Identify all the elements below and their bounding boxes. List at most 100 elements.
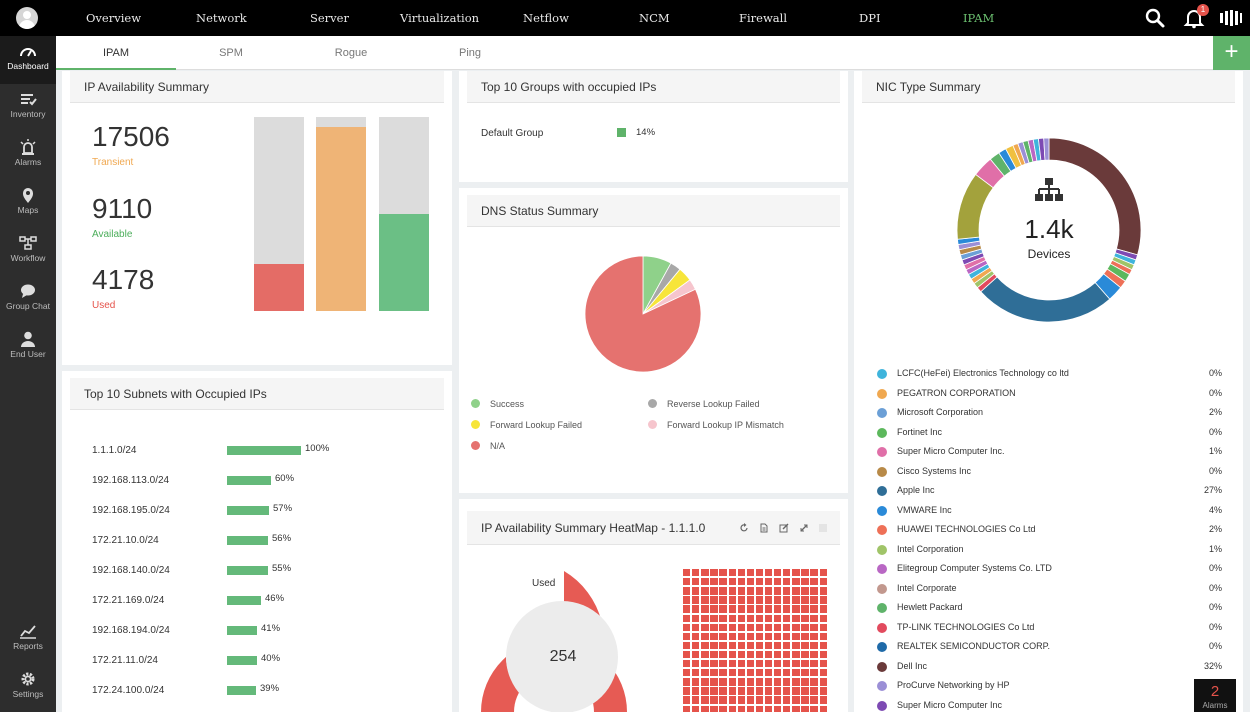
heatmap-cell[interactable] xyxy=(746,696,755,704)
heatmap-cell[interactable] xyxy=(819,678,827,686)
heatmap-cell[interactable] xyxy=(692,696,700,704)
subnet-row[interactable]: 192.168.195.0/24 57% xyxy=(62,499,442,529)
heatmap-cell[interactable] xyxy=(801,578,809,586)
heatmap-cell[interactable] xyxy=(801,650,809,659)
heatmap-cell[interactable] xyxy=(737,650,745,659)
heatmap-cell[interactable] xyxy=(774,614,782,622)
heatmap-cell[interactable] xyxy=(755,678,764,686)
heatmap-cell[interactable] xyxy=(728,578,736,586)
nic-vendor-row[interactable]: ProCurve Networking by HP0% xyxy=(877,677,1222,696)
heatmap-cell[interactable] xyxy=(783,678,791,686)
heatmap-cell[interactable] xyxy=(810,696,818,704)
heatmap-cell[interactable] xyxy=(683,578,691,586)
alarms-counter-button[interactable]: 2 Alarms xyxy=(1194,679,1236,712)
heatmap-cell[interactable] xyxy=(774,660,782,668)
heatmap-cell[interactable] xyxy=(710,614,718,622)
heatmap-cell[interactable] xyxy=(737,569,745,577)
edit-icon[interactable] xyxy=(779,523,789,533)
heatmap-cell[interactable] xyxy=(792,696,800,704)
heatmap-cell[interactable] xyxy=(774,632,782,641)
nic-ring-segment[interactable] xyxy=(1043,137,1050,161)
heatmap-cell[interactable] xyxy=(737,578,745,586)
heatmap-cell[interactable] xyxy=(737,696,745,704)
heatmap-cell[interactable] xyxy=(783,587,791,595)
heatmap-cell[interactable] xyxy=(764,650,773,659)
heatmap-cell[interactable] xyxy=(792,569,800,577)
subnet-row[interactable]: 172.21.11.0/24 40% xyxy=(62,649,442,679)
heatmap-cell[interactable] xyxy=(819,632,827,641)
heatmap-cell[interactable] xyxy=(737,623,745,631)
heatmap-cell[interactable] xyxy=(701,669,709,677)
heatmap-cell[interactable] xyxy=(783,696,791,704)
heatmap-cell[interactable] xyxy=(728,614,736,622)
heatmap-cell[interactable] xyxy=(701,660,709,668)
heatmap-cell[interactable] xyxy=(801,596,809,604)
heatmap-cell[interactable] xyxy=(701,623,709,631)
document-icon[interactable] xyxy=(759,523,769,533)
heatmap-cell[interactable] xyxy=(783,705,791,712)
heatmap-cell[interactable] xyxy=(783,605,791,613)
heatmap-cell[interactable] xyxy=(792,623,800,631)
heatmap-cell[interactable] xyxy=(810,623,818,631)
heatmap-cell[interactable] xyxy=(737,605,745,613)
heatmap-cell[interactable] xyxy=(701,578,709,586)
heatmap-cell[interactable] xyxy=(764,687,773,695)
heatmap-cell[interactable] xyxy=(792,705,800,712)
heatmap-cell[interactable] xyxy=(764,632,773,641)
nic-vendor-row[interactable]: Fortinet Inc 0% xyxy=(877,424,1222,443)
nic-ring-segment[interactable] xyxy=(956,173,994,240)
heatmap-cell[interactable] xyxy=(737,641,745,650)
heatmap-cell[interactable] xyxy=(683,605,691,613)
sidebar-item-dashboard[interactable]: Dashboard xyxy=(0,36,56,84)
heatmap-cell[interactable] xyxy=(755,641,764,650)
heatmap-cell[interactable] xyxy=(819,687,827,695)
sidebar-item-alarms[interactable]: Alarms xyxy=(0,132,56,180)
heatmap-cell[interactable] xyxy=(801,641,809,650)
nic-vendor-row[interactable]: Apple Inc 27% xyxy=(877,482,1222,501)
heatmap-cell[interactable] xyxy=(701,614,709,622)
heatmap-cell[interactable] xyxy=(737,669,745,677)
heatmap-cell[interactable] xyxy=(819,660,827,668)
heatmap-cell[interactable] xyxy=(792,605,800,613)
nav-virtualization[interactable]: Virtualization xyxy=(400,11,480,25)
heatmap-cell[interactable] xyxy=(719,660,727,668)
nic-vendor-row[interactable]: REALTEK SEMICONDUCTOR CORP. 0% xyxy=(877,638,1222,657)
heatmap-cell[interactable] xyxy=(783,687,791,695)
nav-ncm[interactable]: NCM xyxy=(639,11,670,25)
heatmap-cell[interactable] xyxy=(746,623,755,631)
heatmap-cell[interactable] xyxy=(719,696,727,704)
heatmap-cell[interactable] xyxy=(810,587,818,595)
heatmap-cell[interactable] xyxy=(719,623,727,631)
heatmap-cell[interactable] xyxy=(764,587,773,595)
close-icon[interactable] xyxy=(818,523,828,533)
heatmap-cell[interactable] xyxy=(810,705,818,712)
nic-vendor-row[interactable]: LCFC(HeFei) Electronics Technology co lt… xyxy=(877,365,1222,384)
heatmap-cell[interactable] xyxy=(728,669,736,677)
heatmap-cell[interactable] xyxy=(683,632,691,641)
subnet-row[interactable]: 172.21.10.0/24 56% xyxy=(62,529,442,559)
nic-vendor-row[interactable]: TP-LINK TECHNOLOGIES Co Ltd 0% xyxy=(877,619,1222,638)
heatmap-cell[interactable] xyxy=(764,596,773,604)
heatmap-cell[interactable] xyxy=(774,696,782,704)
heatmap-cell[interactable] xyxy=(764,623,773,631)
heatmap-cell[interactable] xyxy=(719,687,727,695)
heatmap-cell[interactable] xyxy=(692,596,700,604)
heatmap-cell[interactable] xyxy=(683,678,691,686)
heatmap-cell[interactable] xyxy=(692,569,700,577)
heatmap-cell[interactable] xyxy=(801,605,809,613)
heatmap-cell[interactable] xyxy=(792,578,800,586)
heatmap-cell[interactable] xyxy=(728,641,736,650)
nic-vendor-row[interactable]: Intel Corporation 1% xyxy=(877,541,1222,560)
refresh-icon[interactable] xyxy=(739,523,749,533)
heatmap-cell[interactable] xyxy=(819,623,827,631)
heatmap-cell[interactable] xyxy=(819,614,827,622)
heatmap-cell[interactable] xyxy=(710,669,718,677)
heatmap-cell[interactable] xyxy=(764,696,773,704)
heatmap-cell[interactable] xyxy=(728,569,736,577)
heatmap-cell[interactable] xyxy=(719,705,727,712)
heatmap-cell[interactable] xyxy=(819,696,827,704)
heatmap-cell[interactable] xyxy=(792,632,800,641)
heatmap-cell[interactable] xyxy=(810,678,818,686)
heatmap-cell[interactable] xyxy=(710,641,718,650)
heatmap-cell[interactable] xyxy=(819,569,827,577)
